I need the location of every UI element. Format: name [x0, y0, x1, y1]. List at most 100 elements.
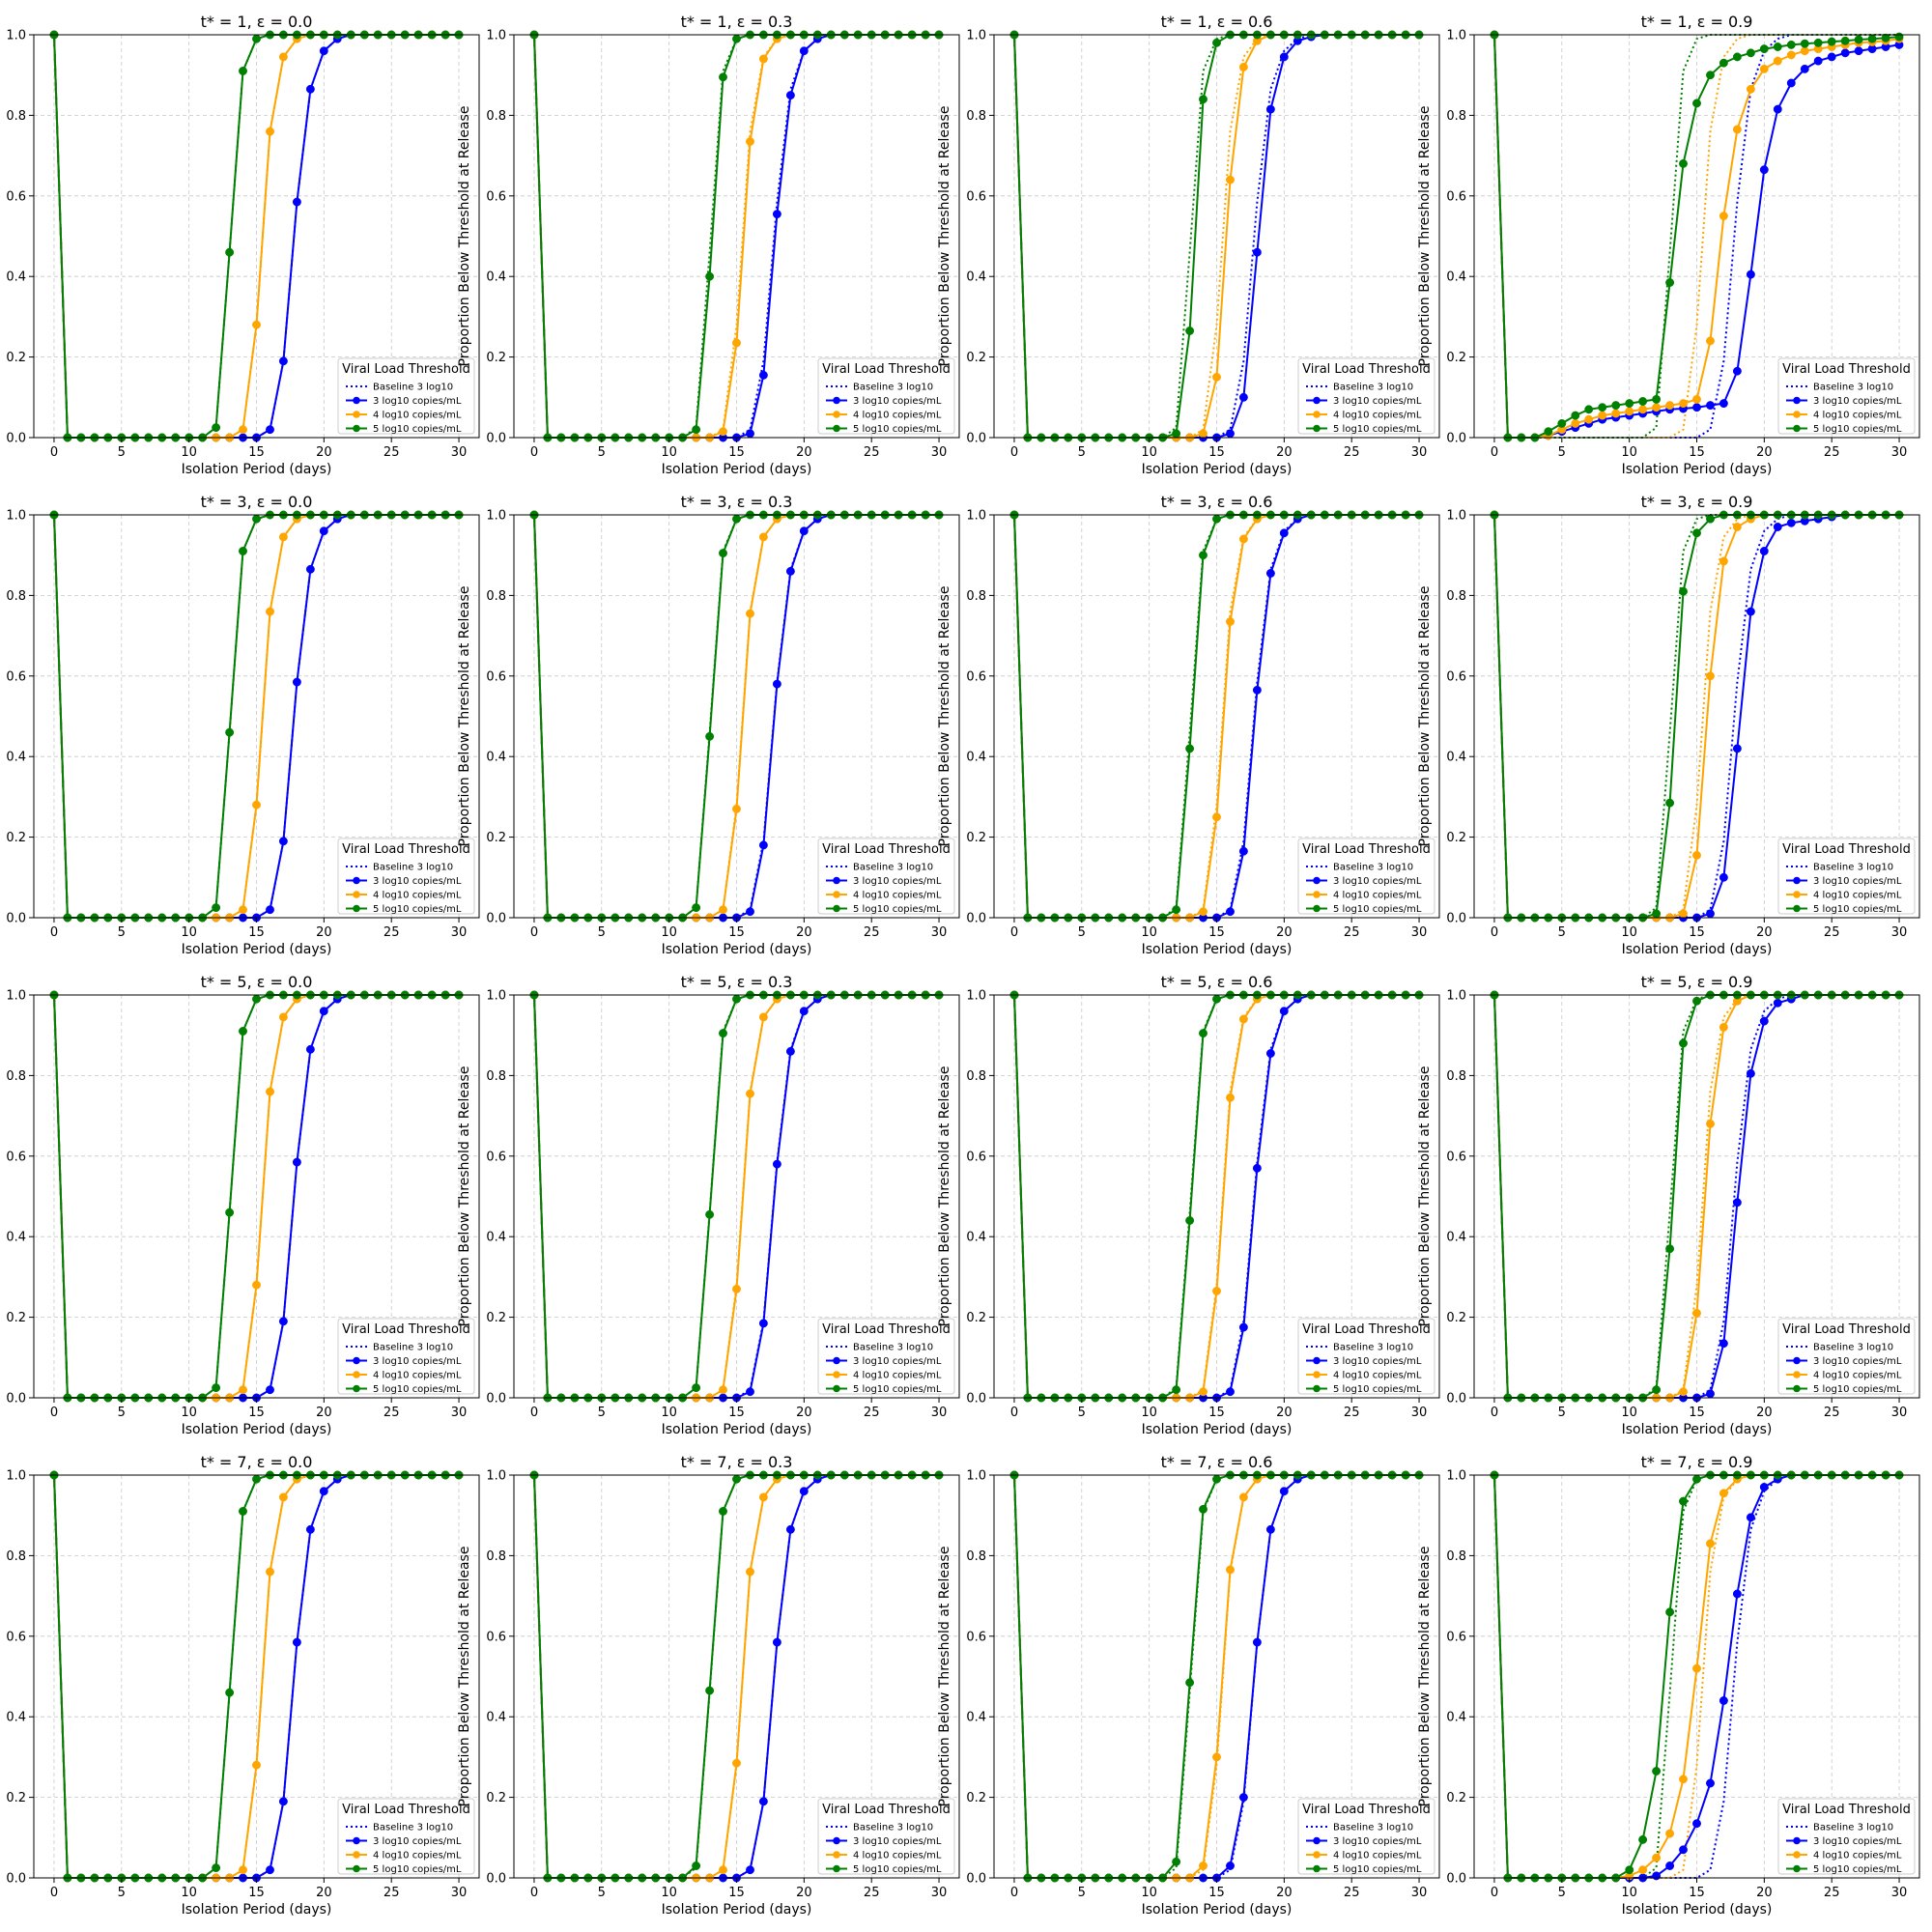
x-tick-label: 10: [1141, 1886, 1157, 1900]
legend-marker: [1313, 1836, 1321, 1845]
y-tick-label: 0.8: [6, 1069, 26, 1084]
y-tick-label: 0.2: [1446, 1311, 1466, 1325]
legend-title: Viral Load Threshold: [1782, 362, 1911, 377]
y-tick-label: 0.2: [966, 831, 986, 845]
y-tick-label: 0.2: [1446, 831, 1466, 845]
legend-marker: [353, 1384, 360, 1393]
data-point: [1679, 586, 1688, 596]
data-point: [1638, 397, 1648, 406]
subplot-1: t* = 1, ε = 0.0 0 5 10 15 20 25 30 0.0 0.2 0.4 0.6 0…: [6, 13, 480, 477]
data-point: [1279, 1007, 1289, 1016]
legend-label: 5 log10 copies/mL: [373, 904, 462, 915]
data-point: [719, 72, 727, 82]
y-tick-label: 0.8: [1446, 1549, 1466, 1564]
legend-label: 3 log10 copies/mL: [373, 1836, 462, 1847]
x-tick-label: 0: [530, 925, 538, 940]
subplot-13: t* = 7, ε = 0.0 0 5 10 15 20 25 30 0.0 0.2 0.4 0.6 0…: [6, 1453, 480, 1918]
legend-title: Viral Load Threshold: [1302, 1322, 1431, 1337]
x-tick-label: 30: [931, 445, 948, 460]
x-tick-label: 10: [1141, 1406, 1157, 1420]
legend-box: [1297, 1318, 1435, 1395]
data-point: [732, 514, 741, 524]
legend-label: Baseline 3 log10: [853, 1823, 933, 1833]
data-point: [266, 1087, 274, 1096]
data-point: [1652, 403, 1662, 412]
y-tick-label: 0.4: [1446, 751, 1466, 765]
x-tick-label: 25: [1824, 445, 1840, 460]
legend-marker: [1793, 904, 1801, 913]
x-tick-label: 25: [864, 1406, 880, 1420]
data-point: [1692, 1819, 1701, 1829]
legend-marker: [1793, 1851, 1801, 1859]
data-point: [1894, 32, 1904, 42]
x-tick-label: 20: [1756, 1406, 1773, 1420]
data-point: [1759, 1483, 1769, 1492]
data-point: [1172, 1385, 1181, 1395]
x-tick-label: 30: [1411, 1406, 1428, 1420]
data-point: [252, 320, 261, 329]
x-tick-label: 30: [1891, 1406, 1908, 1420]
y-tick-label: 0.8: [1446, 1069, 1466, 1084]
subplot-title: t* = 5, ε = 0.3: [681, 973, 793, 991]
legend-label: 5 log10 copies/mL: [1813, 1384, 1902, 1395]
x-tick-label: 10: [1621, 925, 1637, 940]
data-point: [1692, 1474, 1701, 1484]
data-point: [732, 338, 741, 348]
subplot-6: t* = 3, ε = 0.3 0 5 10 15 20 25 30 0.0 0.2 0.4 0.6 0…: [457, 493, 960, 957]
y-tick-label: 0.4: [6, 1711, 26, 1725]
data-point: [319, 1487, 328, 1496]
legend-marker: [1313, 396, 1321, 405]
data-point: [1827, 52, 1836, 62]
data-point: [1238, 1492, 1248, 1502]
x-tick-label: 10: [181, 1886, 197, 1900]
legend-label: Baseline 3 log10: [1813, 863, 1893, 873]
x-tick-label: 5: [118, 1406, 126, 1420]
data-point: [1827, 37, 1836, 46]
data-point: [758, 1797, 768, 1806]
legend-marker: [1793, 876, 1801, 885]
x-tick-label: 5: [1078, 1886, 1086, 1900]
legend-box: [1297, 838, 1435, 915]
y-tick-label: 0.2: [486, 351, 506, 365]
y-tick-label: 0.2: [486, 831, 506, 845]
legend-label: 4 log10 copies/mL: [1333, 411, 1422, 421]
y-tick-label: 1.0: [486, 989, 506, 1004]
legend-label: 3 log10 copies/mL: [1813, 396, 1902, 407]
y-axis-label: Proportion Below Threshold at Release: [1417, 106, 1433, 367]
data-point: [278, 1492, 288, 1502]
data-point: [1706, 1389, 1715, 1399]
x-tick-label: 30: [1891, 925, 1908, 940]
legend-label: Baseline 3 log10: [1813, 383, 1893, 393]
legend-label: Baseline 3 log10: [373, 1343, 453, 1353]
data-point: [252, 994, 261, 1004]
subplot-title: t* = 5, ε = 0.6: [1161, 973, 1273, 991]
y-tick-label: 0.0: [1446, 432, 1466, 446]
legend-label: 3 log10 copies/mL: [373, 876, 462, 887]
data-point: [1800, 39, 1809, 48]
data-point: [746, 609, 754, 618]
x-tick-label: 20: [1756, 445, 1773, 460]
data-point: [1199, 1029, 1208, 1038]
data-point: [758, 1492, 768, 1502]
data-point: [1679, 399, 1688, 409]
y-tick-label: 1.0: [1446, 29, 1466, 43]
y-tick-label: 0.6: [6, 1150, 26, 1164]
y-tick-label: 1.0: [6, 989, 26, 1004]
subplot-title: t* = 3, ε = 0.3: [681, 493, 793, 511]
data-point: [692, 1383, 701, 1393]
x-tick-label: 10: [661, 1886, 677, 1900]
y-tick-label: 0.8: [966, 1069, 986, 1084]
data-point: [746, 907, 754, 917]
legend-label: 3 log10 copies/mL: [853, 396, 942, 407]
data-point: [1265, 1524, 1275, 1534]
legend-marker: [833, 411, 840, 418]
data-point: [266, 425, 274, 435]
x-tick-label: 10: [181, 445, 197, 460]
data-point: [278, 1797, 288, 1806]
legend-label: 5 log10 copies/mL: [853, 1384, 942, 1395]
x-tick-label: 25: [1824, 1406, 1840, 1420]
legend-marker: [1793, 1384, 1801, 1393]
y-tick-label: 0.2: [6, 351, 26, 365]
data-point: [1706, 1119, 1715, 1128]
x-tick-label: 30: [1411, 925, 1428, 940]
